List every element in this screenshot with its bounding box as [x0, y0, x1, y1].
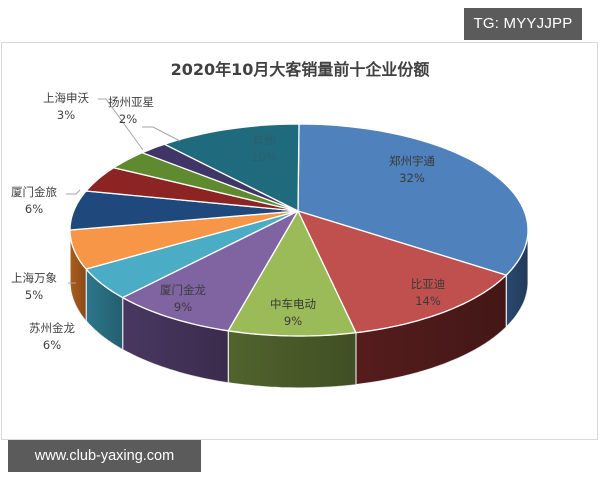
- label-pct: 9%: [173, 300, 193, 314]
- label-name: 上海申沃: [43, 91, 89, 105]
- pie-side-shade-3: [122, 297, 229, 383]
- label-pct: 32%: [399, 171, 425, 185]
- label-pct: 9%: [283, 314, 303, 328]
- pie-slice-中车电动: [227, 210, 357, 337]
- leader-line-xiamen-golden-dragon: [66, 189, 81, 195]
- website-watermark: www.club-yaxing.com: [8, 440, 201, 472]
- pie-side-shade-2: [228, 330, 356, 388]
- label-others: 其他 10%: [236, 132, 292, 166]
- label-name: 郑州宇通: [389, 154, 435, 168]
- label-name: 苏州金龙: [29, 321, 75, 335]
- pie-side-shade-4: [86, 269, 123, 350]
- label-name: 扬州亚星: [108, 95, 154, 109]
- label-xiamen-golden-dragon: 厦门金旅 6%: [2, 184, 66, 218]
- pie-slice-上海万象: [85, 210, 299, 299]
- label-crrc: 中车电动 9%: [258, 296, 328, 330]
- label-byd: 比亚迪 14%: [400, 276, 456, 310]
- pie-slice-郑州宇通: [297, 123, 529, 276]
- pie-slice-其他: [163, 123, 300, 212]
- telegram-watermark: TG: MYYJJPP: [464, 8, 582, 40]
- leader-line-yangzhou: [142, 126, 181, 142]
- label-shanghai-wanxiang: 上海万象 5%: [2, 270, 66, 304]
- label-pct: 14%: [415, 294, 441, 308]
- label-name: 上海万象: [11, 271, 57, 285]
- label-shanghai-sunwin: 上海申沃 3%: [34, 90, 98, 124]
- label-name: 中车电动: [270, 297, 316, 311]
- pie-slice-厦门金旅: [69, 190, 299, 231]
- label-name: 比亚迪: [410, 277, 446, 291]
- label-pct: 3%: [56, 108, 76, 122]
- label-pct: 6%: [42, 338, 62, 352]
- label-name: 其他: [252, 133, 276, 147]
- pie-side-shade-5: [70, 230, 87, 321]
- pie-slice-unlabeled: [85, 167, 299, 212]
- label-pct: 10%: [251, 150, 277, 164]
- pie-slice-比亚迪: [297, 210, 507, 334]
- label-name: 厦门金龙: [160, 283, 206, 297]
- label-yangzhou-yaxing: 扬州亚星 2%: [98, 95, 164, 128]
- label-xiamen-king-long: 厦门金龙 9%: [148, 282, 218, 316]
- label-pct: 6%: [24, 202, 44, 216]
- leader-lines: [66, 98, 181, 284]
- label-zhengzhou-yutong: 郑州宇通 32%: [382, 153, 442, 187]
- label-name: 厦门金旅: [11, 185, 57, 199]
- label-pct: 5%: [24, 288, 44, 302]
- label-suzhou-king-long: 苏州金龙 6%: [20, 320, 84, 354]
- pie-side-shade-1: [355, 275, 507, 385]
- pie-slice-厦门金龙: [121, 210, 299, 332]
- label-pct: 2%: [118, 112, 138, 126]
- chart-title: 2020年10月大客销量前十企业份额: [170, 60, 430, 79]
- leader-line-shanghai-sunwin: [98, 98, 144, 151]
- pie-slices: [69, 123, 529, 337]
- pie-slice-上海申沃: [113, 152, 299, 212]
